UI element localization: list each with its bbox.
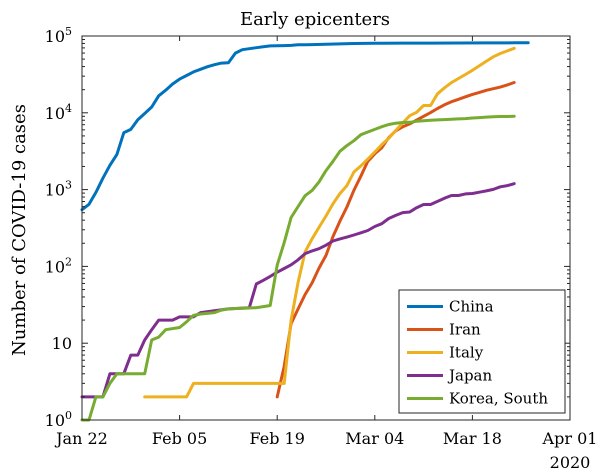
series-line-0 xyxy=(80,41,530,212)
y-tick-label: 102 xyxy=(45,255,72,276)
x-tick-label: Jan 22 xyxy=(54,429,108,448)
x-tick-label: Feb 05 xyxy=(152,429,207,448)
legend-label-1: Iran xyxy=(449,321,481,339)
series-line-3 xyxy=(80,182,516,399)
y-axis-label: Number of COVID-19 cases xyxy=(9,104,30,356)
y-tick-label: 104 xyxy=(45,102,72,123)
x-tick-label: Mar 18 xyxy=(443,429,502,448)
axes-layer: Jan 22 Feb 05 Feb 19 Mar 04 Mar 18 Apr 01 2020… xyxy=(45,25,598,472)
y-tick-label: 10 xyxy=(52,334,72,353)
legend: China Iran Italy Japan Korea, South xyxy=(398,289,566,414)
x-year-label: 2020 xyxy=(550,453,591,472)
legend-label-0: China xyxy=(449,298,494,316)
legend-label-3: Japan xyxy=(447,367,493,385)
y-tick-label: 105 xyxy=(45,25,72,46)
y-tick-label: 103 xyxy=(45,179,72,200)
y-tick-label: 100 xyxy=(45,409,72,430)
legend-label-2: Italy xyxy=(449,344,484,362)
series-layer xyxy=(80,41,530,422)
legend-label-4: Korea, South xyxy=(449,390,548,408)
x-tick-label: Mar 04 xyxy=(345,429,404,448)
plot-frame xyxy=(81,35,571,421)
x-tick-label: Apr 01 xyxy=(542,429,598,448)
series-line-4 xyxy=(80,114,516,422)
chart-title: Early epicenters xyxy=(240,9,390,30)
series-line-2 xyxy=(143,46,516,399)
x-tick-label: Feb 19 xyxy=(250,429,305,448)
